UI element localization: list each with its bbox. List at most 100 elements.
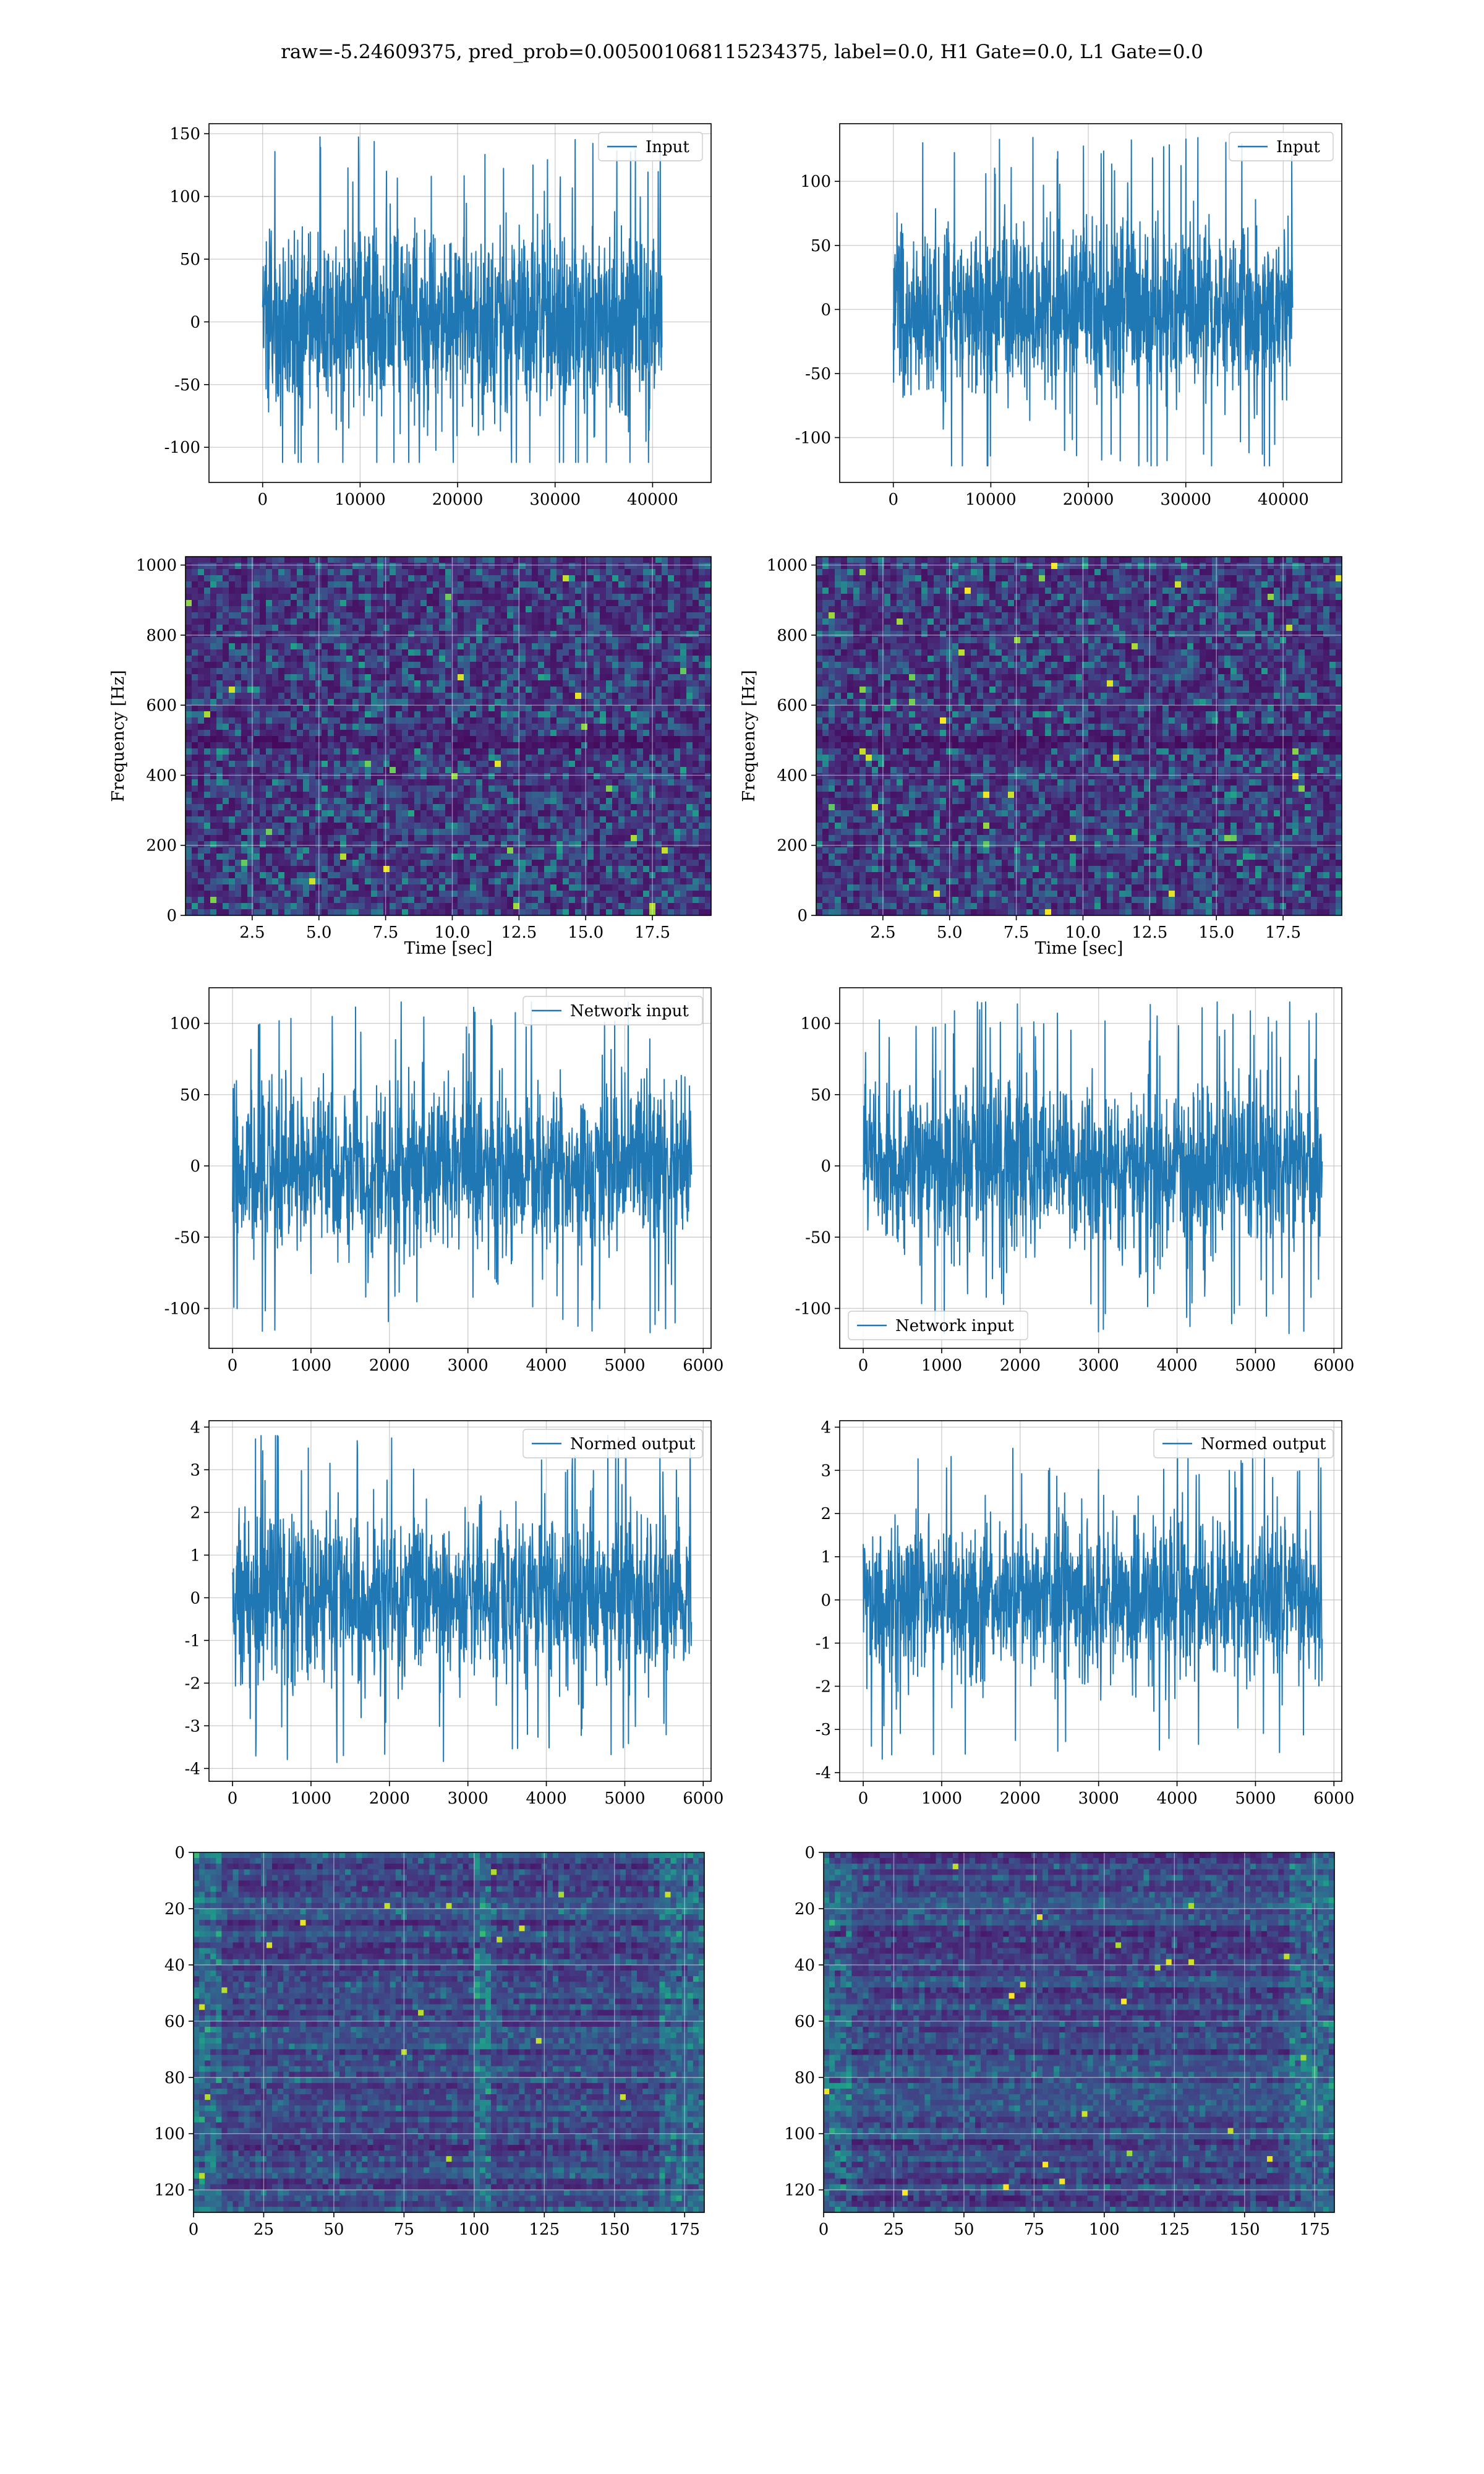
spectrogram-cell [291,699,297,706]
spectrogram-cell [495,662,501,669]
spectrogram-cell [235,798,242,805]
spectrogram-cell [408,804,415,811]
spectrogram-cell [662,841,668,848]
spectrogram-cell [705,569,712,576]
spectrogram-cell [550,761,557,768]
spectrogram-cell [390,668,396,675]
spectrogram-cell [643,711,650,718]
spectrogram-cell [402,693,409,700]
spectrogram-cell [433,618,440,625]
spectrogram-cell [297,866,304,873]
spectrogram-cell [297,829,304,836]
spectrogram-cell [235,779,242,786]
spectrogram-cell [247,835,254,842]
spectrogram-cell [526,785,532,792]
spectrogram-cell [445,891,452,897]
spectrogram-cell [581,606,588,613]
spectrogram-cell [649,581,656,588]
spectrogram-cell [204,897,211,904]
spectrogram-cell [229,588,236,594]
spectrogram-cell [260,581,267,588]
spectrogram-cell [402,823,409,829]
spectrogram-cell [352,736,359,743]
spectrogram-cell [359,823,365,829]
spectrogram-cell [241,705,248,712]
spectrogram-cell [513,724,520,730]
spectrogram-cell [686,674,693,681]
spectrogram-cell [377,693,384,700]
spectrogram-cell [278,903,285,910]
spectrogram-cell [427,717,433,724]
spectrogram-cell [204,884,211,891]
spectrogram-cell [649,711,656,718]
spectrogram-cell [458,625,464,631]
spectrogram-cell [439,841,446,848]
spectrogram-cell [408,884,415,891]
spectrogram-cell [390,594,396,601]
spectrogram-cell [470,711,477,718]
spectrogram-cell [359,668,365,675]
spectrogram-cell [278,724,285,730]
spectrogram-cell [383,755,390,761]
spectrogram-cell [390,779,396,786]
spectrogram-cell [556,835,563,842]
spectrogram-cell [668,693,675,700]
spectrogram-cell [414,557,421,563]
spectrogram-cell [408,606,415,613]
spectrogram-cell [445,668,452,675]
spectrogram-cell [223,625,229,631]
spectrogram-cell [241,625,248,631]
spectrogram-cell [297,872,304,879]
spectrogram-cell [445,810,452,817]
spectrogram-cell [495,878,501,885]
spectrogram-cell [637,637,644,644]
spectrogram-cell [526,798,532,805]
spectrogram-cell [476,662,483,669]
spectrogram-cell [420,767,427,774]
spectrogram-cell [229,687,236,693]
spectrogram-cell [235,816,242,823]
spectrogram-cell [365,730,372,737]
spectrogram-cell [266,693,273,700]
spectrogram-cell [414,581,421,588]
spectrogram-cell [291,600,297,607]
x-tick-label: 30000 [1160,490,1211,509]
spectrogram-cell [587,804,594,811]
spectrogram-cell [278,891,285,897]
spectrogram-cell [291,563,297,570]
spectrogram-cell [550,742,557,749]
spectrogram-cell [235,625,242,631]
spectrogram-cell [693,755,699,761]
spectrogram-cell [408,736,415,743]
spectrogram-cell [427,687,433,693]
spectrogram-cell [390,872,396,879]
spectrogram-cell [322,903,328,910]
spectrogram-cell [495,792,501,798]
spectrogram-cell [458,854,464,860]
spectrogram-cell [390,878,396,885]
spectrogram-cell [649,724,656,730]
spectrogram-cell [309,637,316,644]
spectrogram-cell [303,891,310,897]
spectrogram-cell [662,866,668,873]
spectrogram-cell [266,829,273,836]
spectrogram-cell [352,581,359,588]
spectrogram-cell [322,761,328,768]
spectrogram-cell [680,600,687,607]
spectrogram-cell [606,755,613,761]
spectrogram-cell [254,705,260,712]
spectrogram-cell [476,804,483,811]
spectrogram-cell [643,742,650,749]
spectrogram-cell [420,699,427,706]
spectrogram-cell [247,711,254,718]
spectrogram-cell [340,575,347,582]
spectrogram-cell [606,637,613,644]
spectrogram-cell [229,649,236,656]
spectrogram-cell [309,835,316,842]
spectrogram-cell [241,897,248,904]
spectrogram-cell [390,606,396,613]
spectrogram-cell [686,761,693,768]
spectrogram-cell [544,575,551,582]
spectrogram-cell [247,680,254,687]
spectrogram-cell [495,742,501,749]
